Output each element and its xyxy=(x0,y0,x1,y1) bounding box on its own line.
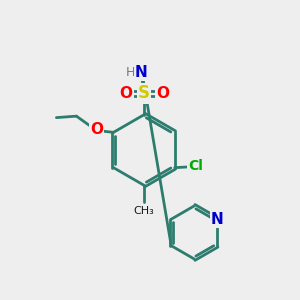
Text: N: N xyxy=(211,212,224,227)
Text: O: O xyxy=(156,86,169,101)
Text: CH₃: CH₃ xyxy=(134,206,154,216)
Text: N: N xyxy=(135,65,148,80)
Text: H: H xyxy=(125,66,135,79)
Text: O: O xyxy=(119,86,132,101)
Text: S: S xyxy=(138,85,150,103)
Text: Cl: Cl xyxy=(188,159,203,173)
Text: O: O xyxy=(90,122,103,137)
